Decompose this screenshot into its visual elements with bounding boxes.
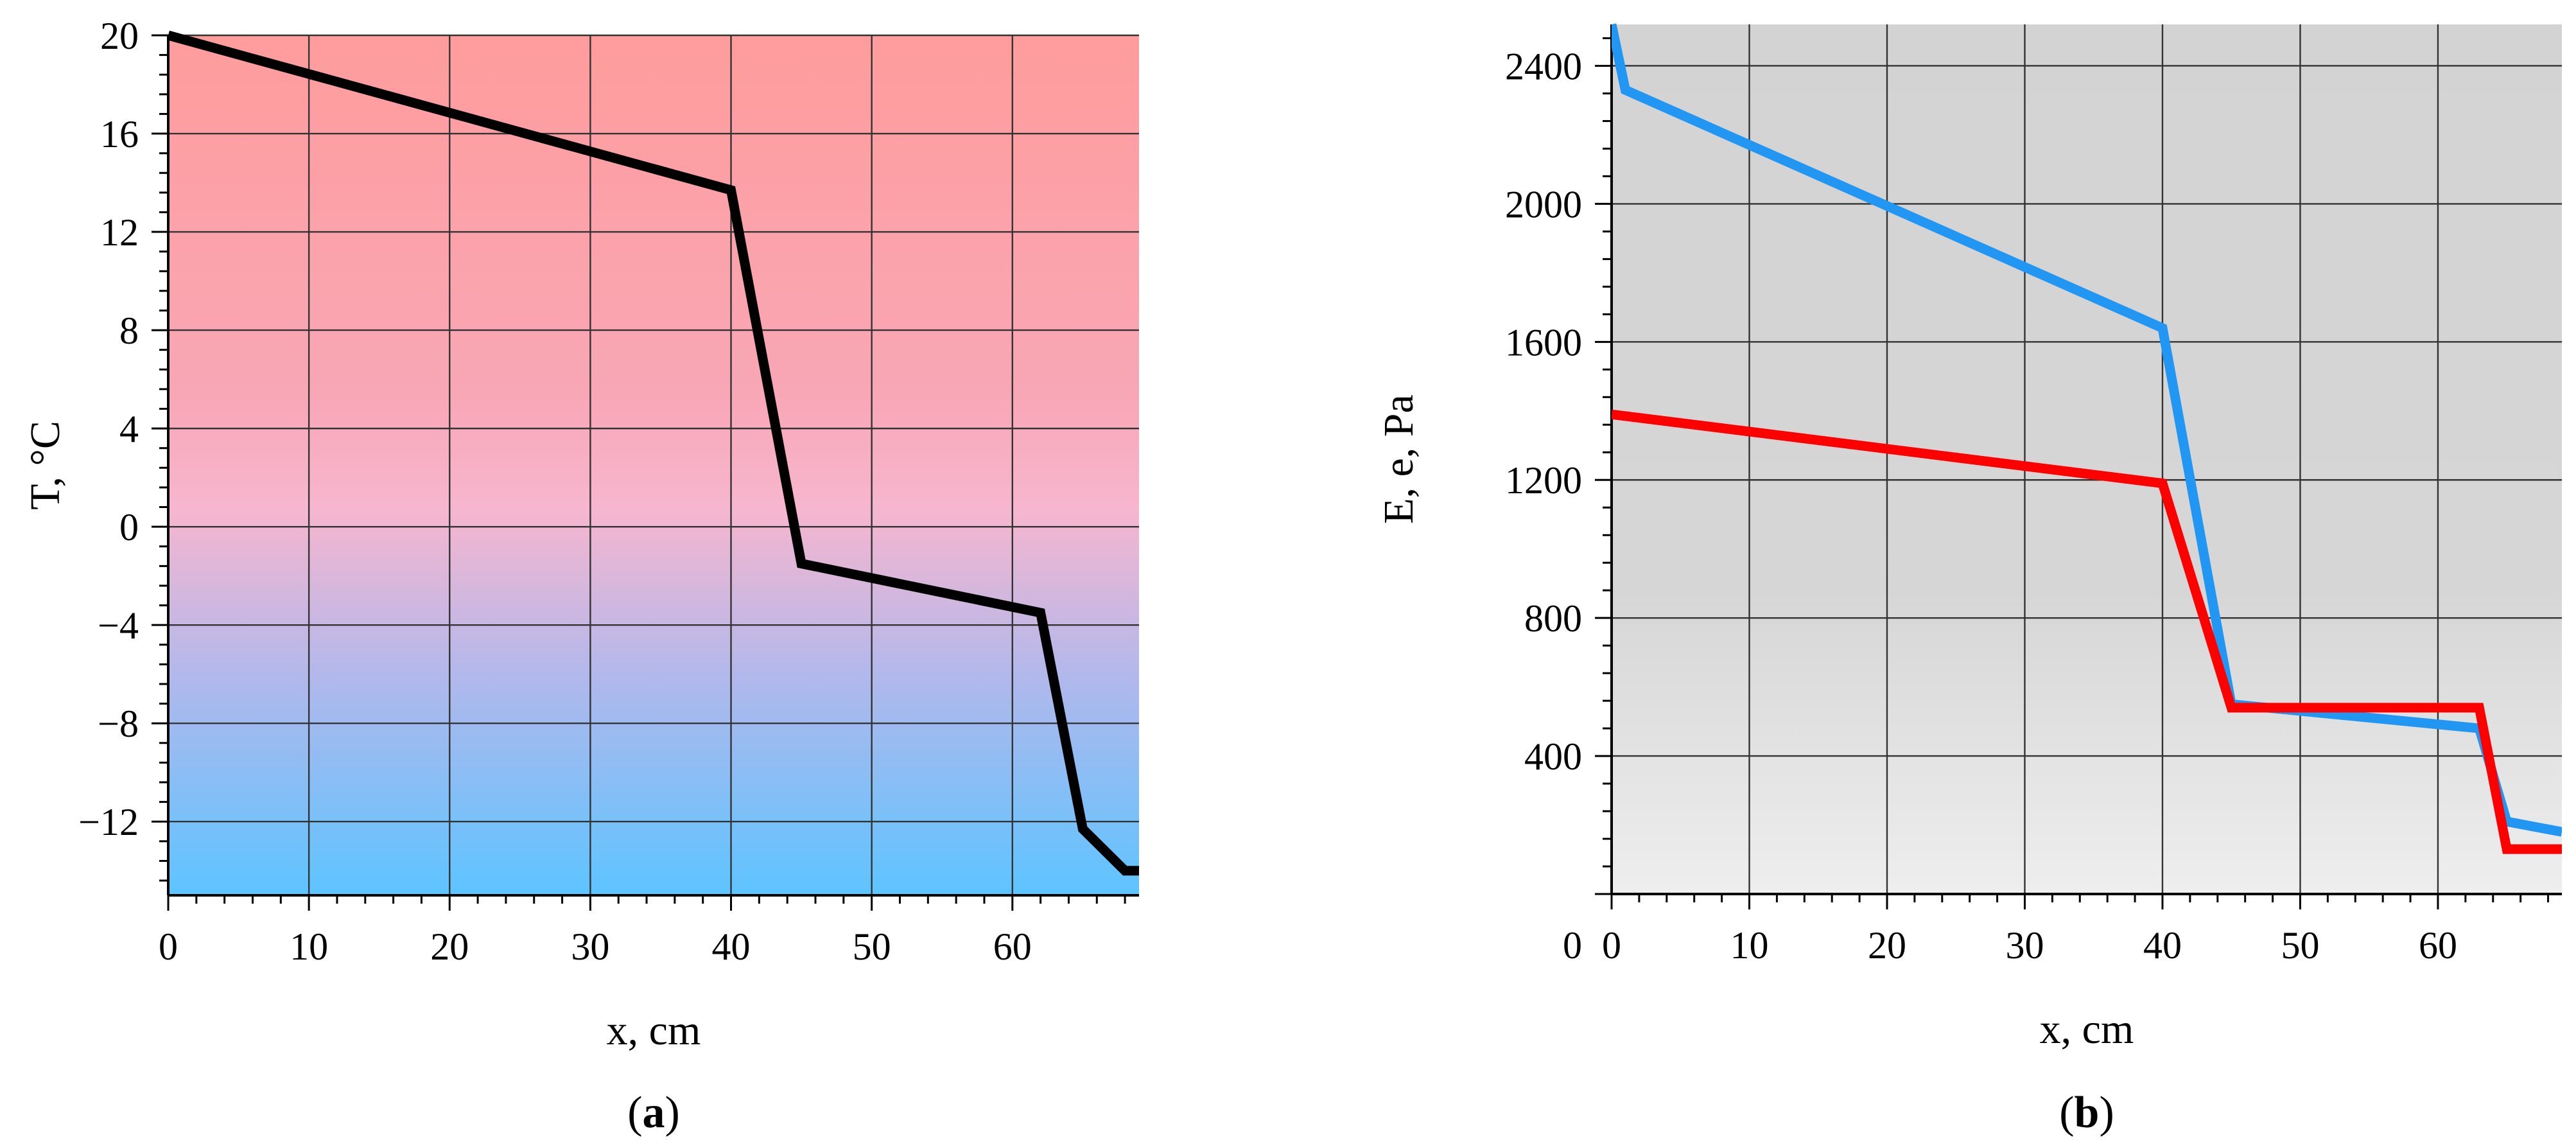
panel-b-plot-background	[1612, 24, 2562, 894]
x-tick-label: 50	[853, 925, 891, 968]
x-tick-label: 60	[2419, 924, 2457, 967]
y-tick-label: 16	[100, 113, 139, 155]
panel-b-y-axis-label: E, e, Pa	[1375, 394, 1422, 524]
y-tick-label: 400	[1524, 735, 1582, 778]
panel-a-grid	[168, 34, 1139, 895]
x-tick-label: 20	[430, 925, 469, 968]
y-tick-label: 800	[1524, 597, 1582, 640]
panel-a-axes	[152, 34, 1139, 911]
panel-b-tick-labels: 0 10 20 30 40 50 60 2400 2000 1600 1200 800 400 0	[1505, 45, 2457, 967]
y-tick-label: 2000	[1505, 183, 1582, 225]
x-tick-label: 10	[1730, 924, 1768, 967]
origin-tick-label: 0	[1563, 924, 1582, 967]
x-tick-label: 30	[2005, 924, 2044, 967]
x-tick-label: 40	[712, 925, 751, 968]
x-tick-label: 40	[2143, 924, 2182, 967]
y-tick-label: 20	[100, 15, 139, 57]
x-tick-label: 20	[1868, 924, 1906, 967]
x-tick-label: 30	[571, 925, 609, 968]
panel-b-label: b	[2075, 1088, 2100, 1137]
panel-b-series	[1612, 23, 2562, 854]
panel-b-grid	[1612, 24, 2562, 894]
panel-a-y-axis-label: T, °C	[22, 421, 69, 510]
y-tick-label: 0	[119, 506, 139, 548]
panel-b-axes	[1595, 24, 2562, 909]
panel-b-caption: (b)	[2059, 1088, 2114, 1137]
panel-a-caption: (a)	[627, 1088, 680, 1137]
y-tick-label: 8	[119, 310, 139, 352]
y-tick-label: 4	[119, 408, 139, 450]
y-tick-label: −4	[98, 604, 139, 647]
y-tick-label: −12	[78, 801, 139, 843]
y-tick-label: 1600	[1505, 321, 1582, 364]
x-tick-label: 0	[1602, 924, 1621, 967]
y-tick-label: 12	[100, 211, 139, 254]
y-tick-label: −8	[98, 703, 139, 745]
x-tick-label: 10	[290, 925, 328, 968]
x-tick-label: 60	[993, 925, 1032, 968]
series-line-2	[1612, 409, 2562, 854]
y-tick-label: 1200	[1505, 459, 1582, 502]
x-tick-label: 0	[159, 925, 178, 968]
panel-a-series	[168, 30, 1139, 876]
x-tick-label: 50	[2281, 924, 2319, 967]
panel-b: 0 10 20 30 40 50 60 2400 2000 1600 1200 800 400 0 x, …	[1375, 23, 2562, 1137]
panel-a-label: a	[643, 1088, 665, 1137]
series-line-1	[168, 30, 1139, 876]
panel-a-plot-background	[168, 35, 1139, 895]
panel-b-x-axis-label: x, cm	[2040, 1006, 2134, 1053]
panel-a-x-axis-label: x, cm	[607, 1007, 701, 1054]
y-tick-label: 2400	[1505, 45, 1582, 87]
